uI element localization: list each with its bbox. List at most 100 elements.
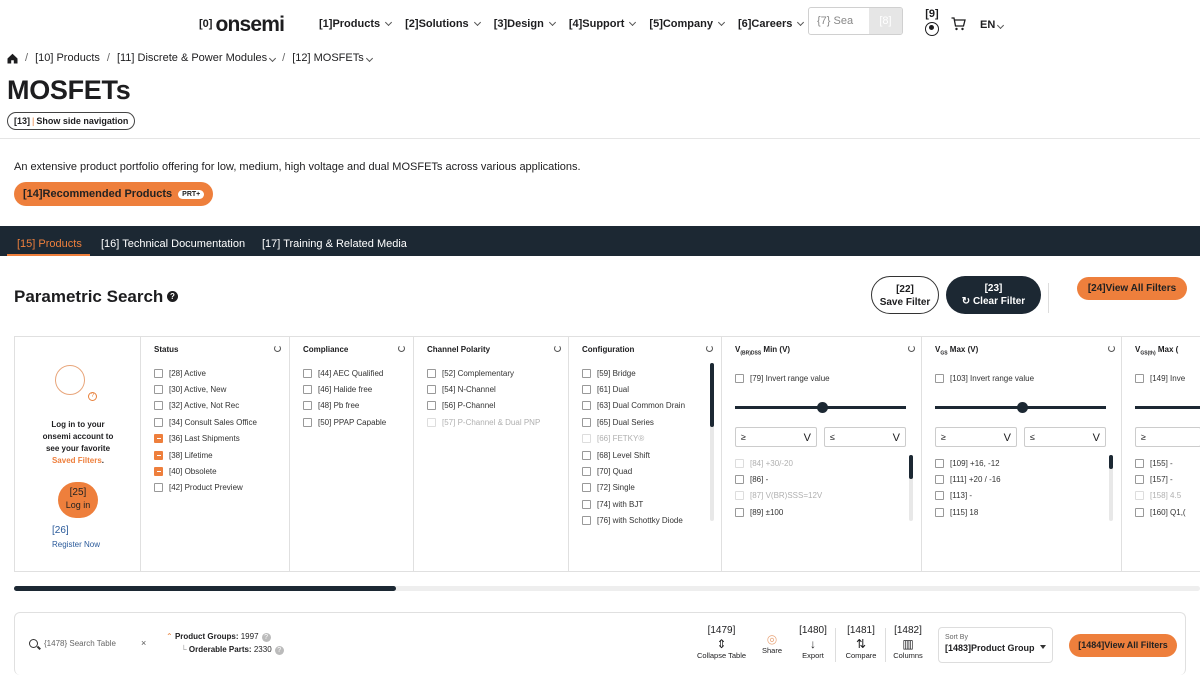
nav-design[interactable]: [3]Design bbox=[494, 18, 556, 30]
filter-option[interactable]: [57] P-Channel & Dual PNP bbox=[427, 414, 540, 430]
min-value-input[interactable]: ≥ bbox=[1135, 427, 1200, 447]
filter-option[interactable]: [44] AEC Qualified bbox=[303, 365, 386, 381]
show-side-navigation-button[interactable]: [13] | Show side navigation bbox=[7, 112, 136, 130]
filter-option[interactable]: [40] Obsolete bbox=[154, 463, 257, 479]
filter-option[interactable]: [84] +30/-20 bbox=[735, 455, 822, 471]
nav-solutions[interactable]: [2]Solutions bbox=[405, 18, 481, 30]
onsemi-logo[interactable]: [0] onsemi bbox=[199, 13, 285, 37]
cart-icon[interactable] bbox=[951, 17, 966, 31]
filter-option[interactable]: [109] +16, -12 bbox=[935, 455, 1001, 471]
help-icon[interactable]: ? bbox=[274, 646, 284, 655]
account-button[interactable]: [9] bbox=[921, 8, 943, 36]
tab-technical-documentation[interactable]: [16] Technical Documentation bbox=[101, 238, 246, 250]
reset-icon[interactable] bbox=[554, 345, 561, 352]
checkbox[interactable] bbox=[154, 483, 163, 493]
checkbox[interactable] bbox=[935, 475, 944, 485]
nav-support[interactable]: [4]Support bbox=[569, 18, 637, 30]
checkbox[interactable] bbox=[735, 475, 744, 485]
checkbox[interactable] bbox=[1135, 475, 1144, 485]
checkbox[interactable] bbox=[582, 401, 591, 411]
checkbox[interactable] bbox=[303, 385, 312, 395]
breadcrumb-discrete[interactable]: [11] Discrete & Power Modules bbox=[117, 52, 277, 64]
checkbox[interactable] bbox=[935, 374, 944, 383]
breadcrumb-mosfets[interactable]: [12] MOSFETs bbox=[292, 52, 373, 64]
login-button[interactable]: [25] Log in bbox=[58, 482, 98, 518]
checkbox[interactable] bbox=[735, 458, 744, 468]
checkbox[interactable] bbox=[427, 368, 436, 378]
filter-option[interactable]: [89] ±100 bbox=[735, 504, 822, 520]
checkbox[interactable] bbox=[154, 368, 163, 378]
reset-icon[interactable] bbox=[908, 345, 915, 352]
filter-option[interactable]: [63] Dual Common Drain bbox=[582, 398, 685, 414]
filter-option[interactable]: [76] with Schottky Diode bbox=[582, 513, 685, 529]
checkbox[interactable] bbox=[935, 507, 944, 517]
collapse-table-button[interactable]: [1479] ⇕ Collapse Table bbox=[694, 625, 749, 660]
range-slider[interactable] bbox=[1135, 406, 1200, 409]
reset-icon[interactable] bbox=[398, 345, 405, 352]
filter-option[interactable]: [68] Level Shift bbox=[582, 447, 685, 463]
filter-option[interactable]: [36] Last Shipments bbox=[154, 431, 257, 447]
help-icon[interactable]: ? bbox=[167, 291, 178, 302]
reset-icon[interactable] bbox=[274, 345, 281, 352]
checkbox[interactable] bbox=[427, 401, 436, 411]
filter-option[interactable]: [160] Q1,( bbox=[1135, 504, 1186, 520]
filter-option[interactable]: [30] Active, New bbox=[154, 381, 257, 397]
checkbox[interactable] bbox=[582, 450, 591, 460]
filter-option[interactable]: [46] Halide free bbox=[303, 381, 386, 397]
filter-option[interactable]: [42] Product Preview bbox=[154, 480, 257, 496]
checkbox[interactable] bbox=[154, 385, 163, 395]
filter-option[interactable]: [72] Single bbox=[582, 480, 685, 496]
filter-option[interactable]: [115] 18 bbox=[935, 504, 1001, 520]
checkbox[interactable] bbox=[154, 401, 163, 411]
compare-button[interactable]: [1481] ⇅ Compare bbox=[841, 625, 881, 660]
invert-range-checkbox[interactable]: [79] Invert range value bbox=[735, 374, 830, 383]
scrollbar-thumb[interactable] bbox=[1109, 455, 1113, 469]
share-button[interactable]: ◎ Share bbox=[758, 632, 786, 655]
checkbox[interactable] bbox=[1135, 507, 1144, 517]
filter-option[interactable]: [56] P-Channel bbox=[427, 398, 540, 414]
checkbox[interactable] bbox=[582, 368, 591, 378]
table-search[interactable]: {1478} Search Table bbox=[29, 632, 157, 654]
checkbox[interactable] bbox=[582, 516, 591, 526]
slider-handle[interactable] bbox=[817, 402, 828, 413]
view-all-filters-button[interactable]: [24]View All Filters bbox=[1077, 277, 1187, 300]
slider-handle[interactable] bbox=[1017, 402, 1028, 413]
reset-icon[interactable] bbox=[1108, 345, 1115, 352]
scrollbar[interactable] bbox=[710, 363, 714, 521]
checkbox[interactable] bbox=[582, 499, 591, 509]
filter-option[interactable]: [70] Quad bbox=[582, 463, 685, 479]
checkbox[interactable] bbox=[735, 374, 744, 383]
register-index[interactable]: [26] bbox=[52, 525, 69, 536]
filter-option[interactable]: [86] - bbox=[735, 471, 822, 487]
checkbox[interactable] bbox=[735, 507, 744, 517]
filter-option[interactable]: [54] N-Channel bbox=[427, 381, 540, 397]
filter-panel-horizontal-scrollbar[interactable] bbox=[14, 586, 1200, 591]
max-value-input[interactable]: ≤ V bbox=[824, 427, 906, 447]
invert-range-checkbox[interactable]: [103] Invert range value bbox=[935, 374, 1034, 383]
nav-products[interactable]: [1]Products bbox=[319, 18, 393, 30]
reset-icon[interactable] bbox=[706, 345, 713, 352]
checkbox[interactable] bbox=[1135, 491, 1144, 501]
save-filter-button[interactable]: [22] Save Filter bbox=[871, 276, 939, 314]
filter-option[interactable]: [50] PPAP Capable bbox=[303, 414, 386, 430]
filter-option[interactable]: [158] 4.5 bbox=[1135, 488, 1186, 504]
filter-option[interactable]: [28] Active bbox=[154, 365, 257, 381]
checkbox[interactable] bbox=[582, 467, 591, 477]
tab-training-media[interactable]: [17] Training & Related Media bbox=[262, 238, 407, 250]
min-value-input[interactable]: ≥ V bbox=[935, 427, 1017, 447]
columns-button[interactable]: [1482] ▥ Columns bbox=[889, 625, 927, 660]
export-button[interactable]: [1480] ↓ Export bbox=[795, 625, 831, 660]
filter-option[interactable]: [38] Lifetime bbox=[154, 447, 257, 463]
view-all-filters-button[interactable]: [1484]View All Filters bbox=[1069, 634, 1177, 657]
clear-filter-button[interactable]: [23] ↻ Clear Filter bbox=[946, 276, 1041, 314]
filter-option[interactable]: [34] Consult Sales Office bbox=[154, 414, 257, 430]
filter-option[interactable]: [87] V(BR)SSS=12V bbox=[735, 488, 822, 504]
checkbox[interactable] bbox=[303, 401, 312, 411]
filter-option[interactable]: [65] Dual Series bbox=[582, 414, 685, 430]
filter-option[interactable]: [74] with BJT bbox=[582, 496, 685, 512]
checkbox[interactable] bbox=[1135, 458, 1144, 468]
checkbox[interactable] bbox=[935, 491, 944, 501]
checkbox[interactable] bbox=[582, 434, 591, 444]
filter-option[interactable]: [32] Active, Not Rec bbox=[154, 398, 257, 414]
breadcrumb-products[interactable]: [10] Products bbox=[35, 52, 100, 64]
